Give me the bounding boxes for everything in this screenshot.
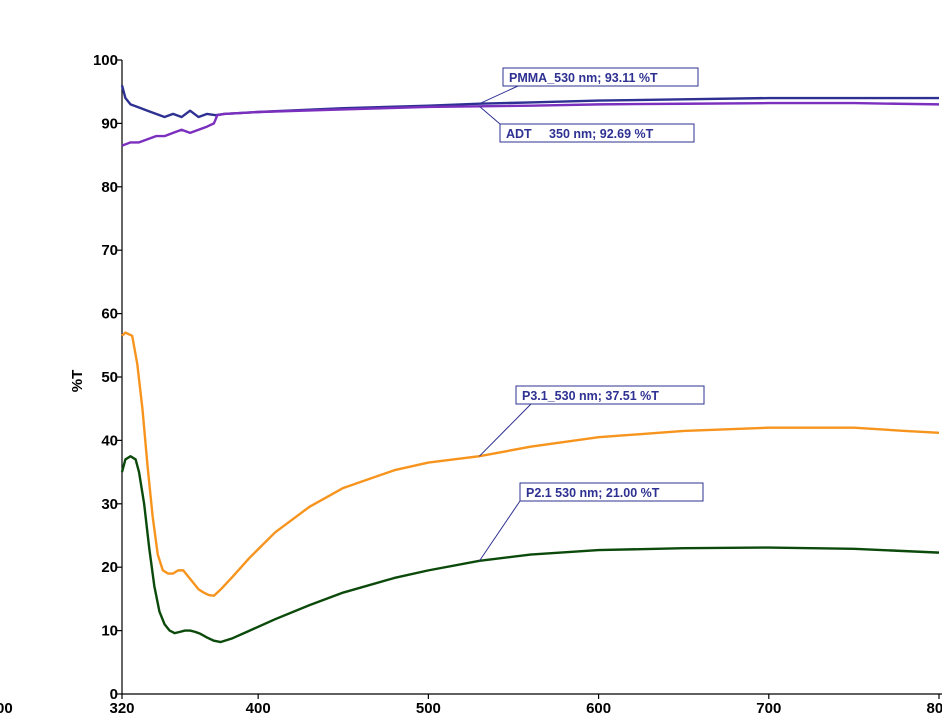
y-tick-label: 80 bbox=[101, 179, 118, 196]
annotation-leader bbox=[479, 500, 521, 562]
series-line-p2-1 bbox=[120, 455, 940, 644]
annotation-box bbox=[519, 482, 704, 502]
y-tick-label: 70 bbox=[101, 242, 118, 259]
annotation-box bbox=[502, 67, 699, 87]
left-edge-tick-label: 00 bbox=[0, 700, 13, 717]
x-tick-label: 700 bbox=[756, 700, 781, 717]
x-tick-label: 500 bbox=[416, 700, 441, 717]
y-tick-label: 20 bbox=[101, 559, 118, 576]
y-tick-label: 10 bbox=[101, 623, 118, 640]
annotation-label: P2.1 530 nm; 21.00 %T bbox=[526, 486, 660, 500]
y-tick-label: 0 bbox=[110, 686, 118, 703]
x-tick-label: 800 bbox=[926, 700, 942, 717]
annotation-box bbox=[515, 385, 705, 405]
y-tick-label: 40 bbox=[101, 432, 118, 449]
annotation-label: PMMA_530 nm; 93.11 %T bbox=[509, 71, 658, 85]
x-tick-label: 600 bbox=[586, 700, 611, 717]
x-tick-label: 320 bbox=[109, 700, 134, 717]
y-tick-label: 30 bbox=[101, 496, 118, 513]
annotation-layer: PMMA_530 nm; 93.11 %T ADT 350 nm; 92.69 %… bbox=[479, 67, 705, 562]
annotation-leader bbox=[479, 85, 519, 105]
series-layer bbox=[120, 85, 940, 644]
y-tick-label: 90 bbox=[101, 115, 118, 132]
series-line-pmma bbox=[120, 85, 939, 119]
annotation-leader bbox=[479, 403, 532, 457]
y-tick-label: 50 bbox=[101, 369, 118, 386]
y-tick-label: 60 bbox=[101, 306, 118, 323]
y-axis-label: %T bbox=[69, 370, 86, 393]
annotation-box bbox=[499, 123, 695, 143]
annotation-label: P3.1_530 nm; 37.51 %T bbox=[522, 389, 659, 403]
x-tick-label: 400 bbox=[246, 700, 271, 717]
annotation-leader bbox=[479, 105, 501, 125]
series-line-p3-1 bbox=[121, 331, 940, 597]
series-line-adt bbox=[121, 101, 940, 147]
annotation-label: ADT 350 nm; 92.69 %T bbox=[506, 127, 654, 141]
y-tick-label: 100 bbox=[93, 52, 118, 69]
chart-axes: 0 10 20 30 40 50 60 70 80 90 100 320 400 500 600 700 800 bbox=[93, 52, 942, 717]
